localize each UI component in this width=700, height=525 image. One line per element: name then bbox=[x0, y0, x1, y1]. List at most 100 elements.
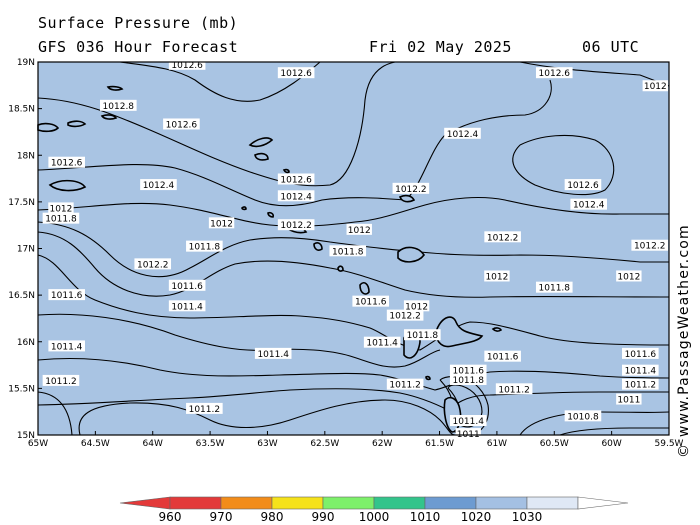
contour-label-bg bbox=[631, 239, 668, 251]
contour-label: 1011.2 bbox=[622, 378, 659, 391]
legend-tick-label: 1010 bbox=[410, 510, 441, 524]
legend-tick-label: 990 bbox=[312, 510, 335, 524]
legend-tick-label: 980 bbox=[261, 510, 284, 524]
contour-label: 1012.6 bbox=[564, 179, 602, 191]
contour-label-bg bbox=[48, 289, 85, 301]
contour-label: 1011.4 bbox=[254, 347, 292, 360]
contour-label-text: 1011.6 bbox=[487, 353, 519, 363]
legend-tick-label: 1020 bbox=[461, 510, 492, 524]
isobar bbox=[37, 221, 669, 278]
lon-tick-label: 65W bbox=[28, 439, 48, 449]
island-st-thomas bbox=[106, 85, 124, 91]
contour-label-text: 1011.4 bbox=[452, 417, 484, 427]
contour-label-text: 1011.2 bbox=[45, 377, 77, 387]
contour-label-text: 1011.8 bbox=[539, 284, 571, 294]
contour-label-text: 1012.6 bbox=[280, 175, 312, 185]
contour-label-bg bbox=[403, 300, 430, 312]
contour-label-text: 1012.4 bbox=[143, 181, 175, 191]
watermark: © www.PassageWeather.com bbox=[676, 224, 692, 458]
contour-label-text: 1012.2 bbox=[634, 242, 666, 252]
island-barbuda bbox=[398, 194, 416, 203]
contour-label: 1012.2 bbox=[484, 231, 521, 243]
lon-tick-label: 62.5W bbox=[310, 439, 339, 449]
contour-label-bg bbox=[495, 383, 533, 395]
contour-label-text: 1012.6 bbox=[280, 69, 312, 79]
contour-label-text: 1012.2 bbox=[389, 312, 421, 322]
contour-label: 1011 bbox=[616, 393, 642, 406]
contour-label-bg bbox=[140, 179, 177, 191]
contour-label-text: 1011.8 bbox=[332, 247, 364, 257]
contour-label-text: 1011.6 bbox=[452, 367, 484, 377]
contour-label-bg bbox=[168, 279, 206, 291]
axes: 19N 18.5N 18N 17.5N 17N 16.5N 16N 15.5N 15N 65W 6… bbox=[8, 58, 683, 449]
island-st-barts bbox=[282, 168, 290, 174]
contour-label-text: 1011.6 bbox=[625, 350, 657, 360]
contour-label-bg bbox=[100, 99, 137, 111]
contour-label: 1012.8 bbox=[100, 99, 137, 112]
map-frame bbox=[37, 61, 670, 436]
contour-label-text: 1011.2 bbox=[189, 405, 221, 415]
contour-label: 1012 bbox=[403, 300, 430, 312]
contour-label: 1011 bbox=[455, 428, 481, 440]
contour-label: 1012 bbox=[616, 270, 642, 282]
contour-label-text: 1012 bbox=[405, 302, 428, 312]
lat-tick-label: 15.5N bbox=[8, 384, 35, 394]
lon-tick-label: 59.5W bbox=[655, 439, 684, 449]
contour-label: 1012.6 bbox=[277, 67, 315, 79]
contour-label-text: 1012.2 bbox=[137, 260, 169, 270]
contour-label-bg bbox=[484, 350, 521, 362]
contour-label-bg bbox=[42, 374, 80, 386]
contour-label-bg bbox=[449, 373, 487, 385]
lat-tick-label: 18.5N bbox=[8, 105, 35, 115]
isobar bbox=[512, 134, 615, 196]
legend-swatch bbox=[526, 496, 579, 510]
isobar bbox=[37, 388, 669, 411]
contour-label: 1012 bbox=[484, 270, 510, 282]
contour-label: 1011.6 bbox=[168, 279, 206, 292]
contour-label-bg bbox=[363, 336, 401, 348]
contour-label-bg bbox=[42, 212, 80, 224]
isobar bbox=[559, 427, 669, 436]
contour-label-text: 1012.6 bbox=[539, 69, 571, 79]
contour-label-text: 1012.2 bbox=[280, 221, 312, 231]
island-montserrat bbox=[337, 265, 344, 272]
contour-label-bg bbox=[535, 67, 573, 79]
legend-swatch bbox=[169, 496, 222, 510]
lat-tick-label: 17.5N bbox=[8, 198, 35, 208]
contour-label-bg bbox=[186, 402, 223, 414]
contour-label-text: 1012.6 bbox=[51, 159, 83, 169]
contour-label: 1012 bbox=[346, 223, 372, 236]
island-vieques bbox=[67, 120, 87, 128]
contour-label-text: 1010.8 bbox=[567, 412, 599, 422]
contour-label-bg bbox=[622, 378, 659, 390]
contour-label-text: 1012.4 bbox=[573, 201, 605, 211]
contour-labels: 1012.6 1012.6 1012.6 1012.8 1012.6 1012.4 1012… bbox=[42, 58, 668, 440]
contour-label-bg bbox=[277, 190, 315, 202]
contour-label-bg bbox=[642, 80, 668, 92]
lon-tick-label: 62W bbox=[372, 439, 392, 449]
legend-swatch bbox=[271, 496, 324, 510]
island-guadeloupe-east bbox=[435, 316, 484, 348]
contour-label-text: 1012.6 bbox=[171, 61, 203, 71]
contour-label-text: 1012.4 bbox=[447, 130, 479, 140]
isobar bbox=[37, 254, 670, 351]
contour-label: 1011.4 bbox=[622, 364, 659, 377]
legend-arrow-high bbox=[577, 496, 629, 510]
contour-label-bg bbox=[186, 240, 223, 252]
contour-label-bg bbox=[329, 245, 367, 257]
contour-label-bg bbox=[168, 58, 206, 70]
contour-label-bg bbox=[622, 347, 659, 359]
island-antigua bbox=[397, 246, 425, 263]
contour-label: 1012.6 bbox=[535, 67, 573, 79]
contour-label: 1011.4 bbox=[48, 340, 85, 352]
island-puerto-rico-east bbox=[37, 122, 60, 133]
isobar bbox=[37, 231, 670, 298]
island-statia bbox=[267, 211, 274, 218]
contour-label-text: 1011.4 bbox=[171, 302, 203, 312]
contour-label-text: 1011 bbox=[617, 396, 640, 406]
contour-label: 1011.8 bbox=[404, 329, 441, 341]
contour-label-bg bbox=[570, 198, 607, 210]
legend-tick-label: 1030 bbox=[512, 510, 543, 524]
contour-label: 1011.2 bbox=[42, 374, 80, 387]
contour-label: 1012.4 bbox=[570, 198, 607, 211]
